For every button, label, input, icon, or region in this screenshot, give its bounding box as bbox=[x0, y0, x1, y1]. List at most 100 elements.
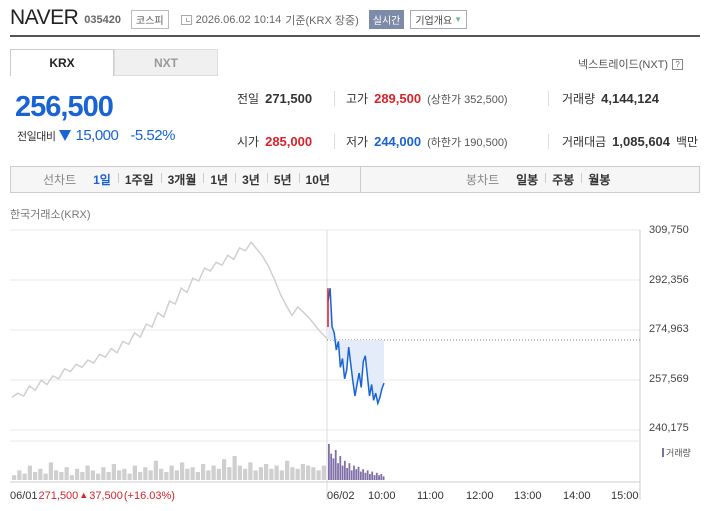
volume-legend: 거래량 bbox=[662, 446, 691, 459]
realtime-badge[interactable]: 실시간 bbox=[368, 10, 405, 29]
volume-bar bbox=[350, 470, 353, 480]
volume-bar bbox=[330, 453, 333, 480]
change-value: 15,000 bbox=[75, 127, 119, 144]
stat-label: 거래량 bbox=[562, 92, 596, 106]
divider bbox=[548, 91, 549, 106]
stock-name: NAVER bbox=[10, 6, 79, 29]
volume-bar bbox=[17, 470, 22, 480]
x-tick-label: 10:00 bbox=[368, 490, 396, 502]
period-label: 선차트 bbox=[43, 173, 77, 187]
volume-bar bbox=[38, 468, 43, 480]
header-divider bbox=[10, 35, 700, 37]
stat-value: 244,000 bbox=[374, 134, 422, 149]
volume-bar bbox=[373, 475, 376, 480]
volume-bar bbox=[364, 472, 367, 480]
x-tick-label: 11:00 bbox=[417, 490, 444, 502]
stat-value: 285,000 bbox=[265, 134, 313, 149]
volume-bar bbox=[153, 460, 158, 480]
volume-bar bbox=[285, 460, 290, 480]
candle-periods: 봉차트 일봉 주봉 월봉 bbox=[466, 167, 617, 192]
period-10y[interactable]: 10년 bbox=[298, 171, 337, 188]
stat-low: 저가 244,000 (하한가 190,500) bbox=[346, 133, 508, 150]
volume-bar bbox=[328, 444, 330, 480]
volume-bar bbox=[227, 467, 232, 480]
volume-bar bbox=[300, 464, 305, 480]
prev-pct: (+16.03%) bbox=[123, 490, 175, 502]
x-tick-label: 06/02 bbox=[327, 490, 355, 502]
volume-bar bbox=[357, 466, 360, 480]
volume-bar bbox=[332, 458, 335, 480]
volume-bar bbox=[274, 465, 279, 480]
candle-weekly[interactable]: 주봉 bbox=[545, 171, 581, 188]
volume-bar bbox=[96, 473, 101, 480]
prev-day-summary: 06/01 271,500 ▲ 37,500 (+16.03%) bbox=[10, 490, 175, 502]
volume-bar bbox=[64, 467, 69, 480]
volume-bar bbox=[180, 462, 185, 480]
period-1w[interactable]: 1주일 bbox=[117, 171, 161, 188]
header: NAVER 035420 코스피 2026.06.02 10:14 기준(KRX… bbox=[10, 4, 700, 32]
tab-krx[interactable]: KRX bbox=[10, 49, 114, 76]
volume-bar bbox=[253, 470, 258, 480]
stat-value: 4,144,124 bbox=[601, 91, 659, 106]
period-3m[interactable]: 3개월 bbox=[160, 171, 204, 188]
company-overview-button[interactable]: 기업개요 ▼ bbox=[410, 10, 468, 29]
volume-bar bbox=[111, 464, 116, 480]
chart-grid bbox=[10, 229, 641, 500]
basis-text: 기준(KRX 장중) bbox=[285, 14, 359, 27]
volume-bar bbox=[33, 472, 38, 480]
volume-bar bbox=[366, 470, 369, 480]
stock-code: 035420 bbox=[84, 14, 122, 26]
volume-bar bbox=[375, 472, 378, 480]
volume-bar bbox=[143, 467, 148, 480]
period-3y[interactable]: 3년 bbox=[235, 171, 267, 188]
company-overview-label: 기업개요 bbox=[415, 16, 453, 27]
x-tick-label: 15:00 bbox=[611, 490, 639, 502]
stat-label: 전일 bbox=[237, 92, 260, 106]
volume-bar bbox=[216, 468, 221, 480]
prev-day-line bbox=[11, 240, 328, 399]
period-bar: 선차트 1일 1주일 3개월 1년 3년 5년 10년 봉차트 일봉 주봉 월봉 bbox=[10, 166, 700, 193]
price-change: 전일대비 15,000 -5.52% bbox=[17, 127, 175, 144]
stat-value: 271,500 bbox=[265, 91, 313, 106]
period-5y[interactable]: 5년 bbox=[266, 171, 299, 188]
volume-bar bbox=[295, 468, 300, 480]
volume-bar bbox=[159, 468, 164, 480]
help-icon[interactable]: ? bbox=[672, 58, 684, 70]
stat-label: 시가 bbox=[237, 135, 260, 149]
stat-high: 고가 289,500 (상한가 352,500) bbox=[346, 90, 508, 107]
volume-bar bbox=[248, 462, 253, 480]
period-1y[interactable]: 1년 bbox=[203, 171, 235, 188]
candle-monthly[interactable]: 월봉 bbox=[581, 171, 617, 188]
volume-bar bbox=[339, 456, 342, 480]
volume-bar bbox=[127, 473, 132, 480]
volume-bar bbox=[359, 471, 362, 480]
stat-open: 시가 285,000 bbox=[237, 133, 312, 150]
volume-bar bbox=[185, 468, 190, 480]
volume-bar bbox=[195, 472, 200, 480]
datetime: 2026.06.02 10:14 기준(KRX 장중) bbox=[180, 12, 359, 28]
y-tick-label: 274,963 bbox=[649, 323, 689, 335]
volume-bar bbox=[206, 470, 211, 480]
volume-bar bbox=[101, 467, 106, 480]
x-tick-label: 14:00 bbox=[563, 490, 591, 502]
volume-bar bbox=[211, 465, 216, 480]
period-1d[interactable]: 1일 bbox=[93, 173, 111, 187]
nxt-link[interactable]: 넥스트레이드(NXT) ? bbox=[578, 56, 684, 72]
divider bbox=[334, 134, 335, 149]
volume-bar bbox=[369, 474, 371, 480]
volume-bar bbox=[243, 468, 248, 480]
volume-bar bbox=[48, 462, 53, 480]
volume-bar bbox=[80, 472, 85, 480]
volume-bar bbox=[169, 465, 174, 480]
stat-sub: (상한가 352,500) bbox=[427, 94, 508, 106]
volume-bar bbox=[132, 465, 137, 480]
today-line bbox=[327, 288, 385, 406]
candle-daily[interactable]: 일봉 bbox=[516, 173, 539, 187]
tab-nxt[interactable]: NXT bbox=[114, 49, 218, 76]
volume-bar bbox=[343, 460, 346, 480]
calendar-icon bbox=[180, 14, 192, 25]
volume-bar bbox=[382, 476, 385, 480]
volume-bar bbox=[27, 465, 32, 480]
volume-bar bbox=[190, 467, 195, 480]
